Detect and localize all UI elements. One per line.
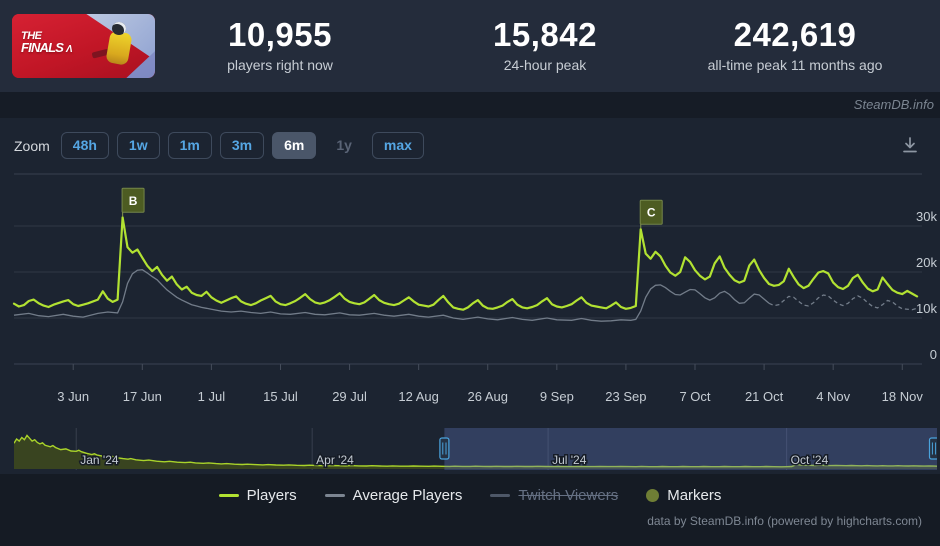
legend: Players Average Players Twitch Viewers Mark…	[0, 487, 940, 504]
y-axis-label-30k: 30k	[916, 209, 937, 224]
zoom-button-48h[interactable]: 48h	[60, 132, 109, 159]
y-axis-label-20k: 20k	[916, 255, 937, 270]
legend-item-markers[interactable]: Markers	[646, 487, 721, 504]
legend-item-average-players[interactable]: Average Players	[324, 487, 463, 504]
navigator-label: Jan '24	[80, 453, 119, 467]
x-axis-label: 17 Jun	[123, 389, 162, 404]
navigator-area	[14, 435, 937, 469]
zoom-button-max[interactable]: max	[371, 132, 424, 159]
y-axis-label-10k: 10k	[916, 301, 937, 316]
chart-credits: data by SteamDB.info (powered by highcha…	[647, 514, 922, 528]
steamdb-watermark: SteamDB.info	[853, 97, 934, 112]
x-axis-label: 18 Nov	[882, 389, 924, 404]
stat-current-players: 10,955 players right now	[170, 16, 390, 73]
alltime-peak-value: 242,619	[733, 16, 857, 53]
brand-strip: SteamDB.info	[0, 92, 940, 118]
embark-mark-icon: Λ	[65, 44, 73, 55]
header: THE FINALS Λ 10,955 players right now 15…	[0, 0, 940, 92]
current-players-value: 10,955	[228, 16, 332, 53]
current-players-label: players right now	[227, 57, 333, 73]
game-capsule[interactable]: THE FINALS Λ	[12, 14, 155, 78]
zoom-button-1m[interactable]: 1m	[167, 132, 212, 159]
peak-24h-value: 15,842	[493, 16, 597, 53]
legend-label: Players	[246, 487, 297, 504]
marker-swatch-icon	[646, 489, 660, 502]
x-axis-label: 12 Aug	[398, 389, 439, 404]
marker-flag-B[interactable]	[121, 187, 145, 213]
stat-alltime-peak: 242,619 all-time peak 11 months ago	[660, 16, 930, 73]
zoom-button-1w[interactable]: 1w	[116, 132, 160, 159]
navigator-label: Apr '24	[316, 453, 354, 467]
x-axis-label: 4 Nov	[816, 389, 850, 404]
x-axis-label: 3 Jun	[57, 389, 89, 404]
marker-letter-B: B	[129, 194, 138, 208]
average-players-series	[13, 269, 770, 322]
capsule-art-helmet	[112, 22, 126, 35]
x-axis-label: 1 Jul	[198, 389, 226, 404]
navigator-label: Oct '24	[791, 453, 829, 467]
zoom-toolbar: Zoom 48h 1w 1m 3m 6m 1y max	[14, 132, 424, 159]
x-axis-label: 21 Oct	[745, 389, 784, 404]
y-axis-label-0: 0	[930, 347, 937, 362]
game-logo-line2: FINALS Λ	[21, 40, 73, 55]
navigator-label: Jul '24	[552, 453, 587, 467]
zoom-button-1y: 1y	[336, 137, 352, 153]
line-swatch-icon	[324, 494, 345, 497]
legend-label: Twitch Viewers	[518, 487, 619, 504]
x-axis-label: 23 Sep	[605, 389, 646, 404]
legend-label: Markers	[667, 487, 722, 504]
zoom-button-6m[interactable]: 6m	[272, 132, 317, 159]
bottom-bar: Players Average Players Twitch Viewers Mark…	[0, 474, 940, 546]
peak-24h-label: 24-hour peak	[503, 57, 587, 73]
average-players-series-dashed	[768, 294, 918, 311]
players-series	[12, 216, 919, 311]
legend-item-twitch-viewers[interactable]: Twitch Viewers	[490, 487, 618, 504]
main-chart[interactable]: 0 10k 20k 30k 3 Jun 17 Jun 1 Jul 15 Jul 29 Jul 12…	[0, 160, 940, 420]
x-axis-label: 7 Oct	[679, 389, 710, 404]
x-axis-label: 29 Jul	[332, 389, 367, 404]
navigator[interactable]: Jan '24 Apr '24 Jul '24 Oct '24	[14, 428, 937, 470]
x-axis-label: 15 Jul	[263, 389, 298, 404]
marker-letter-C: C	[647, 206, 656, 220]
line-swatch-icon	[490, 494, 511, 497]
game-logo: THE FINALS Λ	[21, 30, 73, 56]
download-button[interactable]	[898, 134, 922, 158]
zoom-buttons: 48h 1w 1m 3m 6m 1y max	[60, 132, 424, 159]
navigator-line	[14, 434, 937, 468]
legend-item-players[interactable]: Players	[218, 487, 297, 504]
navigator-handle-left[interactable]	[439, 437, 450, 460]
navigator-selection[interactable]	[444, 428, 937, 470]
download-icon	[903, 137, 917, 153]
zoom-button-3m[interactable]: 3m	[219, 132, 265, 159]
chart-panel: Zoom 48h 1w 1m 3m 6m 1y max 0 10k 20k 30k 3 Jun 17 …	[0, 118, 940, 474]
stat-24h-peak: 15,842 24-hour peak	[435, 16, 655, 73]
zoom-label: Zoom	[14, 137, 50, 154]
x-axis-label: 9 Sep	[540, 389, 574, 404]
legend-label: Average Players	[352, 487, 463, 504]
line-swatch-icon	[218, 494, 239, 497]
game-logo-line1: THE	[21, 30, 42, 42]
alltime-peak-label: all-time peak 11 months ago	[707, 57, 883, 73]
x-axis-label: 26 Aug	[467, 389, 508, 404]
marker-flag-C[interactable]	[639, 199, 663, 225]
